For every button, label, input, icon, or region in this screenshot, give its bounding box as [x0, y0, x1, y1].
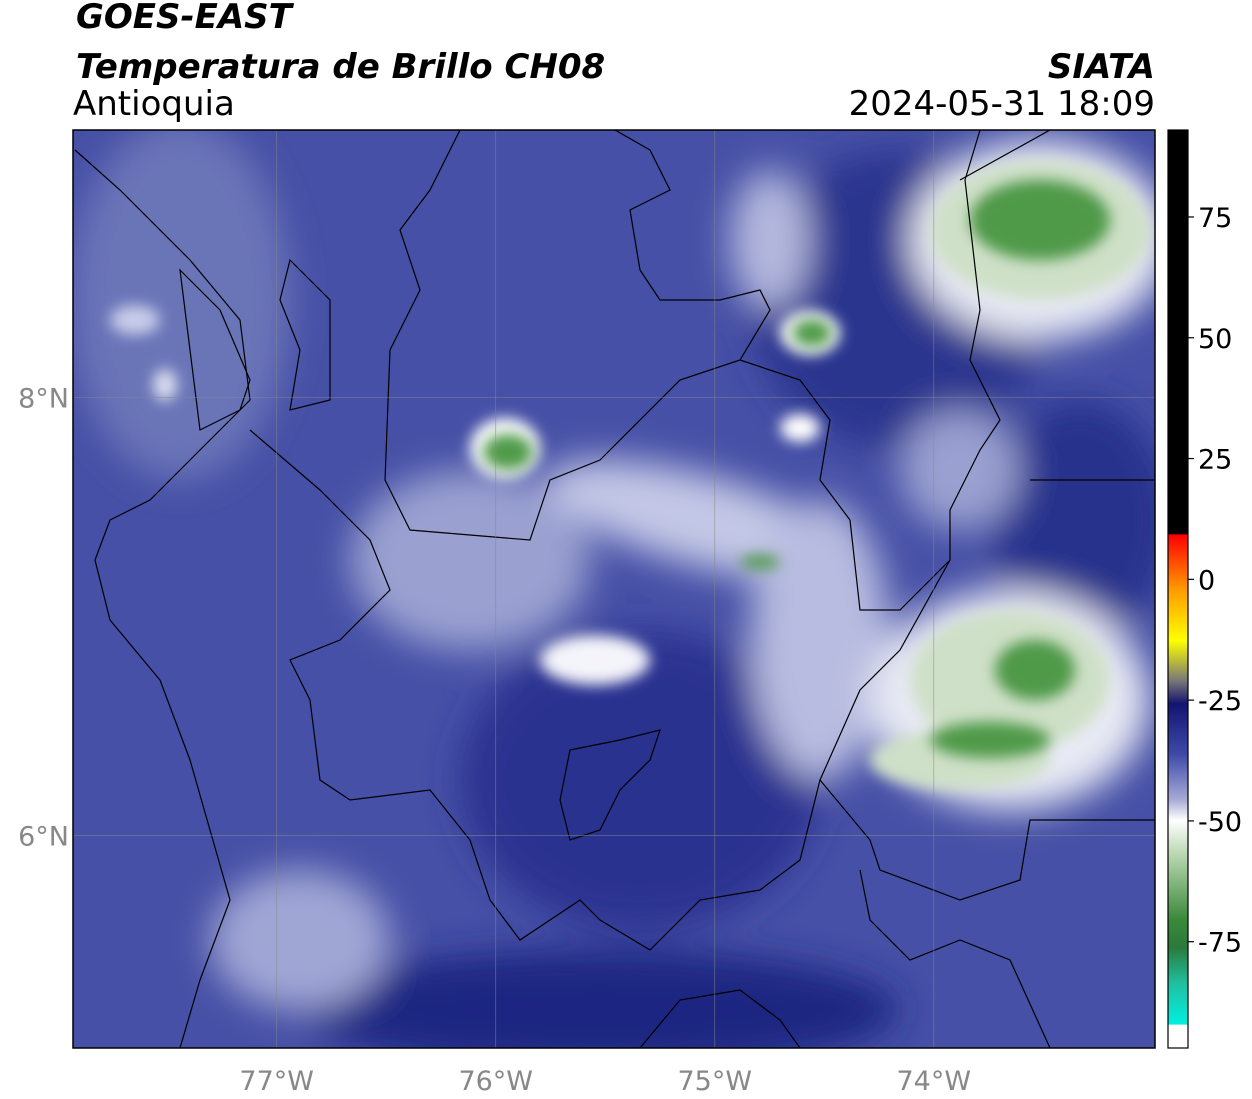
y-tick-label: 6°N [18, 821, 69, 852]
colorbar-tick-label: 75 [1198, 203, 1232, 234]
x-tick-label: 74°W [897, 1066, 972, 1097]
map-frame [72, 129, 1156, 1049]
colorbar-tick-label: -75 [1198, 928, 1242, 959]
region: Antioquia [73, 84, 235, 124]
satellite-image [73, 130, 1155, 1048]
colorbar-tick-label: 0 [1198, 565, 1215, 596]
x-tick-label: 76°W [458, 1066, 533, 1097]
colorbar-tick-label: 25 [1198, 445, 1232, 476]
title: GOES-EAST [76, 0, 295, 37]
grid [73, 130, 1155, 1048]
colorbar-tick-label: -50 [1198, 807, 1242, 838]
subtitle: Temperatura de Brillo CH08 [76, 47, 605, 87]
datetime: 2024-05-31 18:09 [849, 84, 1155, 124]
borders [74, 130, 1155, 1048]
colorbar-tick-label: -25 [1198, 686, 1242, 717]
x-tick-label: 77°W [239, 1066, 314, 1097]
x-tick-label: 75°W [677, 1066, 752, 1097]
source: SIATA [1048, 47, 1155, 87]
colorbar-tick-label: 50 [1198, 324, 1232, 355]
colorbar [1167, 129, 1189, 1049]
y-tick-label: 8°N [18, 383, 69, 414]
